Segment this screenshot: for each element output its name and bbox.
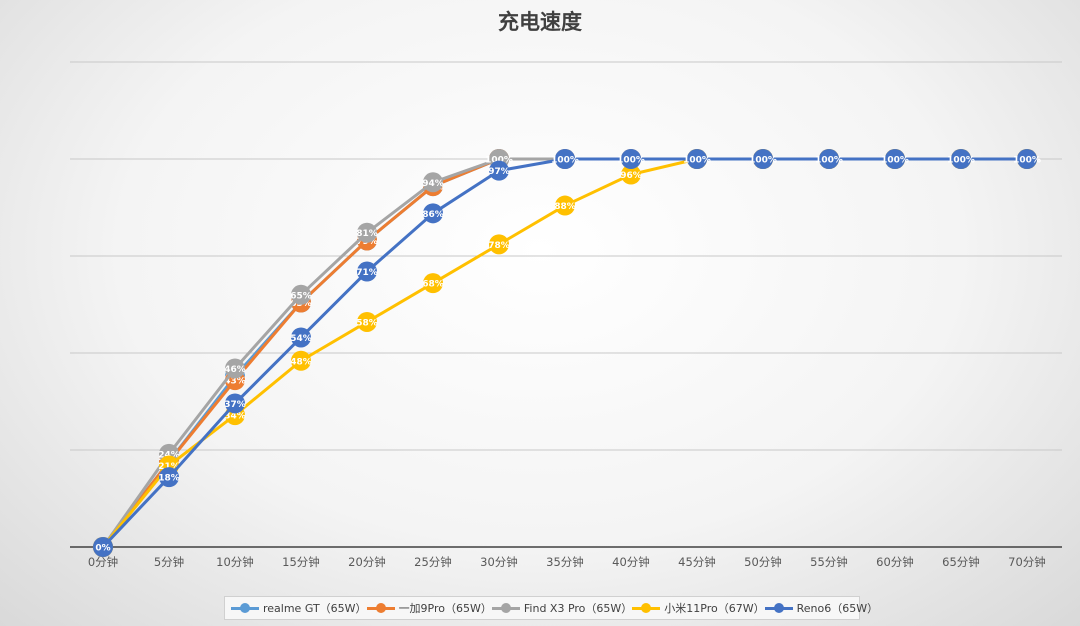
x-tick-label: 50分钟 [744,555,782,569]
data-label: 100% [749,156,777,166]
data-point [687,149,707,169]
legend-swatch [764,603,793,613]
legend-label: 小米11Pro（67W） [664,602,765,615]
chart-title: 充电速度 [498,10,582,34]
legend-label: realme GT（65W） [263,602,367,615]
data-label: 94% [422,179,444,189]
data-label: 86% [422,210,444,220]
data-point [93,537,113,557]
data-point [555,149,575,169]
x-tick-label: 65分钟 [942,555,980,569]
data-point [621,149,641,169]
x-tick-label: 25分钟 [414,555,452,569]
x-tick-label: 45分钟 [678,555,716,569]
legend-label: Find X3 Pro（65W） [523,602,633,615]
x-tick-label: 15分钟 [282,555,320,569]
data-label: 54% [290,334,312,344]
data-label: 37% [224,400,246,410]
legend-entry: Reno6（65W） [764,600,879,616]
data-label: 100% [551,156,579,166]
x-tick-label: 10分钟 [216,555,254,569]
data-point [555,195,575,216]
data-label: 65% [290,291,312,301]
x-tick-label: 60分钟 [876,555,914,569]
legend-swatch [491,603,520,613]
data-point [159,467,179,488]
legend-entry: 一加9Pro（65W） [366,600,492,616]
legend-entry: realme GT（65W） [231,600,367,616]
x-tick-label: 40分钟 [612,555,650,569]
data-label: 100% [617,156,645,166]
data-point [621,164,641,185]
data-point [753,149,773,169]
data-label: 46% [224,365,246,375]
legend-label: 一加9Pro（65W） [398,602,492,615]
data-label: 18% [158,474,180,484]
legend: realme GT（65W） 一加9Pro（65W） Find X3 Pro（65W… [224,596,878,620]
data-point [357,222,377,243]
data-point [357,261,377,282]
x-tick-label: 5分钟 [154,555,184,569]
x-tick-label: 0分钟 [88,555,118,569]
legend-swatch [231,603,259,613]
legend-swatch [632,603,661,613]
data-point [819,149,839,169]
data-label: 96% [620,171,642,181]
legend-entry: Find X3 Pro（65W） [491,600,633,616]
data-label: 100% [1013,156,1041,166]
data-label: 68% [422,280,444,290]
data-point [291,284,311,305]
data-label: 78% [488,241,510,251]
legend-swatch [366,603,395,613]
data-label: 81% [356,229,378,239]
data-label: 21% [158,462,180,472]
data-label: 71% [356,268,378,278]
data-point [225,358,245,379]
data-label: 34% [224,412,246,422]
data-point [357,311,377,332]
data-point [489,234,509,255]
data-label: 48% [290,357,312,367]
data-point [291,350,311,371]
data-point [423,172,443,193]
data-label: 24% [158,450,180,460]
data-label: 88% [554,202,576,212]
data-label: 100% [815,156,843,166]
data-point [225,393,245,414]
data-point [423,203,443,224]
data-label: 100% [881,156,909,166]
data-point [489,160,509,181]
x-tick-label: 35分钟 [546,555,584,569]
legend-label: Reno6（65W） [796,602,879,615]
data-label: 100% [947,156,975,166]
x-tick-label: 30分钟 [480,555,518,569]
data-label: 100% [683,156,711,166]
data-point [423,273,443,294]
data-point [951,149,971,169]
x-tick-label: 20分钟 [348,555,386,569]
data-label: 58% [356,318,378,328]
data-label: 100% [485,156,513,166]
data-point [291,327,311,348]
x-tick-label: 55分钟 [810,555,848,569]
legend-entry: 小米11Pro（67W） [632,600,765,616]
x-tick-label: 70分钟 [1008,555,1046,569]
data-label: 0% [95,544,110,554]
data-label: 43% [224,377,246,387]
data-label: 97% [488,167,510,177]
data-point [885,149,905,169]
data-point [1017,149,1037,169]
